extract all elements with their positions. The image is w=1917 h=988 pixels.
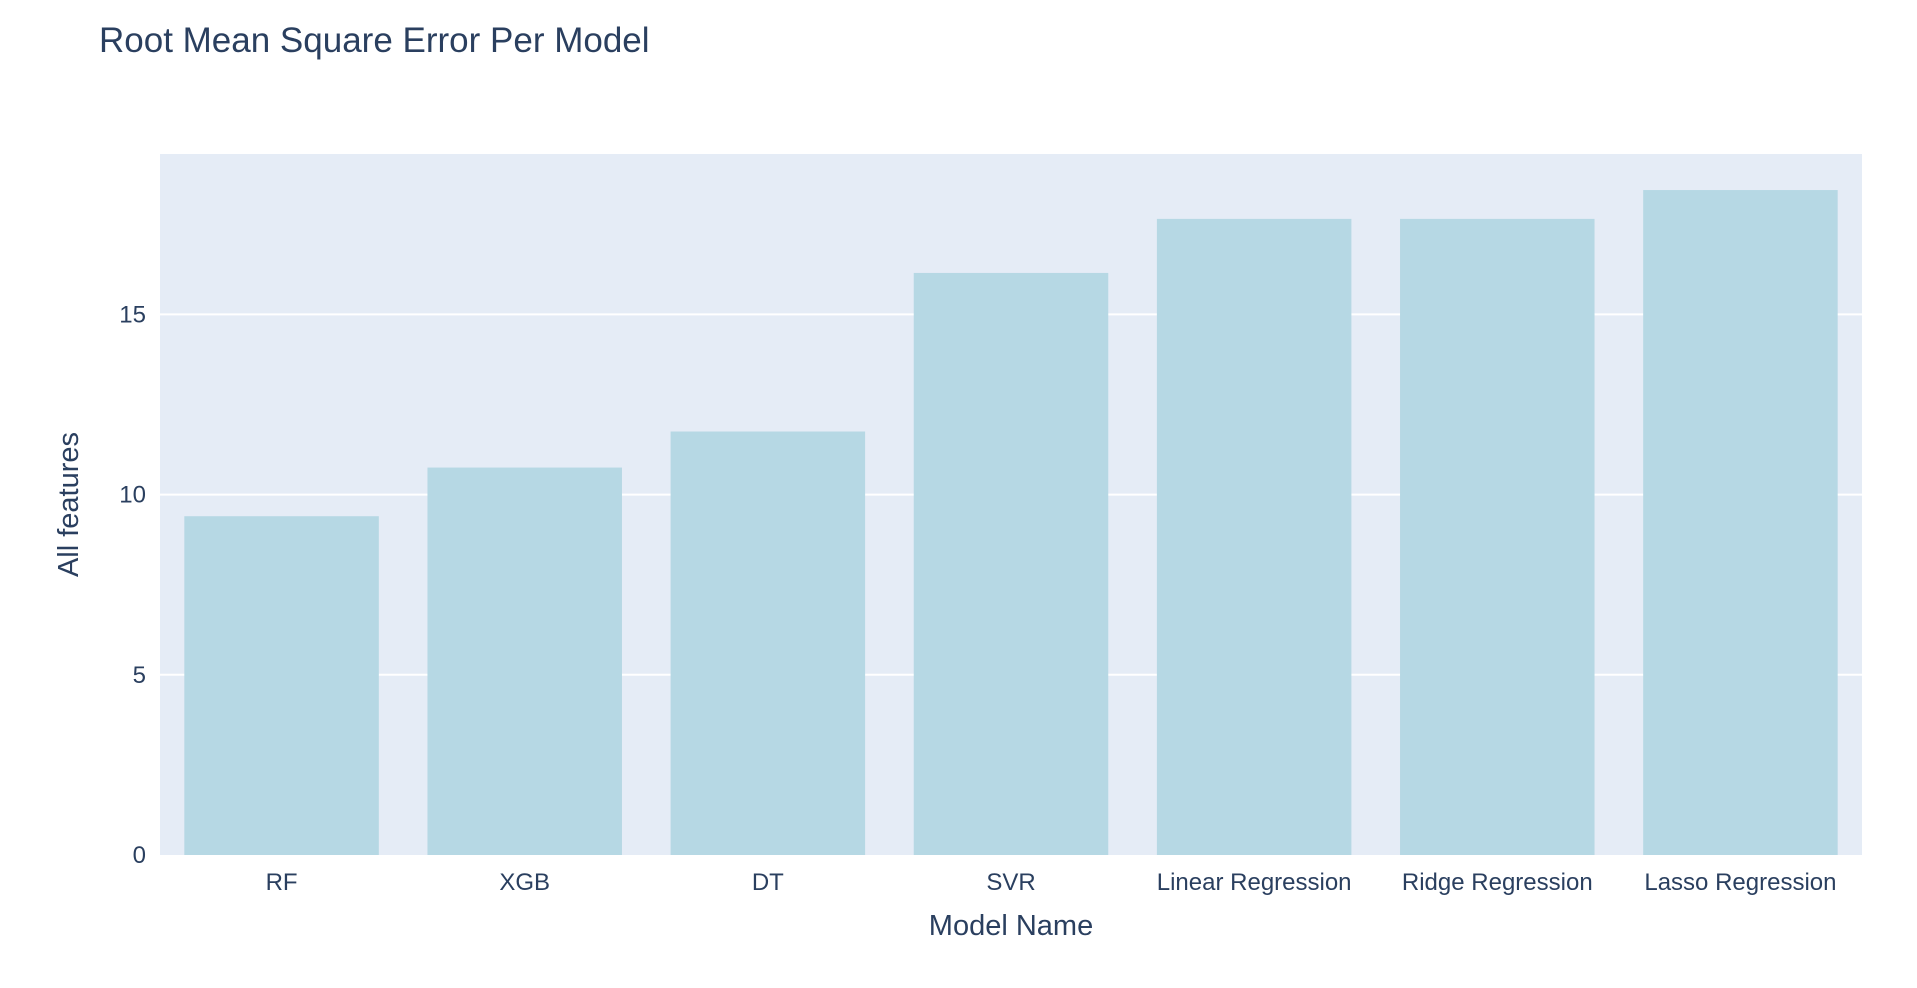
bar-svr: [913, 272, 1109, 855]
bar-ridge-regression: [1400, 218, 1595, 856]
bar-linear-regression: [1156, 218, 1352, 856]
bars: [184, 190, 1838, 856]
x-axis-title: Model Name: [929, 910, 1093, 942]
y-axis-ticks: 0 5 10 15: [119, 301, 146, 869]
y-tick-label: 10: [119, 482, 146, 509]
y-tick-label: 0: [133, 842, 146, 869]
y-tick-label: 15: [119, 301, 146, 328]
x-tick-label: Ridge Regression: [1402, 869, 1593, 896]
x-tick-label: DT: [752, 869, 784, 896]
bar-dt: [670, 431, 866, 855]
bar-lasso-regression: [1643, 190, 1838, 855]
x-tick-label: Lasso Regression: [1644, 869, 1836, 896]
x-tick-label: XGB: [499, 869, 550, 896]
x-tick-label: Linear Regression: [1157, 869, 1352, 896]
y-axis-title: All features: [53, 432, 85, 577]
y-tick-label: 5: [133, 662, 146, 689]
chart-title: Root Mean Square Error Per Model: [99, 21, 650, 60]
bar-xgb: [427, 467, 622, 855]
x-tick-label: SVR: [986, 869, 1035, 896]
x-axis-ticks: RF XGB DT SVR Linear Regression Ridge Regress…: [266, 869, 1837, 896]
bar-rf: [184, 516, 379, 855]
x-tick-label: RF: [266, 869, 298, 896]
